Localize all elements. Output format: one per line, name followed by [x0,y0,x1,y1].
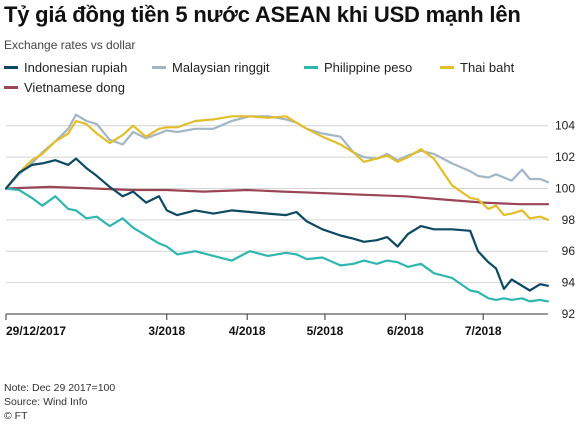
chart-subtitle: Exchange rates vs dollar [4,38,136,52]
legend-label: Thai baht [460,60,515,75]
legend-item-indonesian-rupiah: Indonesian rupiah [4,60,127,75]
legend-item-vietnamese-dong: Vietnamese dong [4,80,125,95]
legend-item-thai-baht: Thai baht [440,60,514,75]
chart-note: Note: Dec 29 2017=100 [4,382,116,394]
x-tick-label: 4/2018 [229,324,266,338]
x-tick-label: 6/2018 [387,324,424,338]
y-tick-label: 102 [555,150,575,164]
y-tick-label: 92 [562,307,576,321]
legend-swatch [304,66,318,69]
legend-swatch [152,66,166,69]
series-line-thai-baht [4,115,550,221]
legend-item-philippine-peso: Philippine peso [304,60,412,75]
chart-title: Tỷ giá đồng tiền 5 nước ASEAN khi USD mạ… [4,2,521,27]
legend-swatch [4,86,18,89]
x-tick-label: 3/2018 [148,324,185,338]
series-line-indonesian-rupiah [4,157,550,292]
legend-item-malaysian-ringgit: Malaysian ringgit [152,60,270,75]
x-tick-label: 7/2018 [465,324,502,338]
y-tick-label: 94 [562,276,576,290]
legend-swatch [440,66,454,69]
legend-label: Malaysian ringgit [172,60,270,75]
series-line-philippine-peso [4,187,550,303]
y-tick-label: 104 [555,119,575,133]
line-chart: 92 94 96 98 100 102 104 29/12/2017 3/2018 4/2018 5… [4,113,576,338]
series-line-vietnamese-dong [4,185,550,206]
legend-swatch [4,66,18,69]
y-tick-label: 98 [562,213,576,227]
y-tick-label: 100 [555,181,575,195]
chart-credit: © FT [4,410,28,422]
chart-source: Source: Wind Info [4,396,88,408]
legend-label: Indonesian rupiah [24,60,128,75]
x-tick-label: 5/2018 [307,324,344,338]
legend-label: Vietnamese dong [24,80,125,95]
x-tick-label: 29/12/2017 [6,324,66,338]
legend-label: Philippine peso [324,60,413,75]
y-tick-label: 96 [562,244,576,258]
